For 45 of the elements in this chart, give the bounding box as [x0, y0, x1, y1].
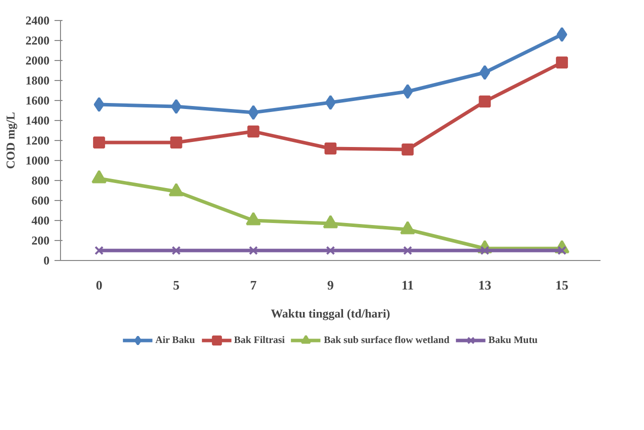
point [94, 97, 104, 112]
point [402, 144, 414, 156]
y-axis-title: COD mg/L [4, 112, 18, 169]
point [172, 246, 181, 256]
y-tick-label: 2000 [26, 54, 50, 68]
point [93, 136, 106, 148]
x-tick-label: 9 [327, 278, 334, 292]
legend-label: Air Baku [155, 334, 195, 346]
point [556, 27, 568, 42]
point [324, 142, 336, 154]
point [402, 84, 413, 99]
x-tick-label: 7 [250, 278, 258, 292]
point [247, 126, 260, 138]
y-tick-label: 1400 [26, 114, 50, 128]
point [325, 95, 336, 110]
point [478, 96, 491, 108]
y-tick-label: 600 [32, 194, 50, 208]
point [248, 105, 259, 120]
y-tick-label: 1000 [26, 154, 50, 168]
y-tick-label: 2200 [26, 34, 50, 48]
point [170, 99, 182, 114]
point [403, 246, 412, 256]
y-tick-label: 1800 [26, 74, 50, 88]
point [248, 246, 258, 256]
y-tick-label: 800 [32, 174, 50, 188]
legend-label: Baku Mutu [488, 334, 538, 346]
legend-label: Bak sub surface flow wetland [324, 334, 450, 346]
y-tick-label: 400 [32, 214, 50, 228]
x-tick-label: 15 [555, 278, 569, 292]
y-tick-label: 1600 [26, 94, 50, 108]
y-tick-label: 1200 [26, 134, 50, 148]
point [170, 136, 182, 148]
x-tick-label: 13 [478, 278, 492, 292]
point [479, 65, 490, 80]
legend-label: Bak Filtrasi [234, 334, 285, 346]
point [326, 246, 336, 256]
point [94, 246, 104, 256]
x-tick-label: 0 [96, 278, 102, 292]
x-axis-title: Waktu tinggal (td/hari) [270, 306, 390, 320]
y-tick-label: 0 [44, 254, 50, 268]
y-tick-label: 200 [32, 234, 50, 248]
y-tick-label: 2400 [26, 14, 50, 28]
x-tick-label: 5 [172, 278, 180, 292]
point [556, 56, 568, 68]
x-tick-label: 11 [402, 278, 414, 292]
